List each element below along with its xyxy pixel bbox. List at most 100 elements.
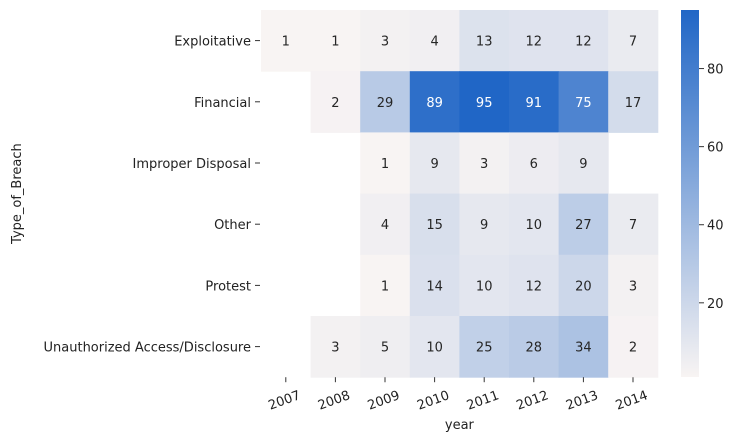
cell-value-label: 3	[381, 35, 389, 50]
cell-value-label: 9	[430, 157, 438, 172]
heatmap-cell	[608, 316, 659, 378]
heatmap-cell	[558, 132, 609, 195]
cell-value-label: 3	[629, 279, 637, 294]
heatmap-cell	[459, 71, 510, 133]
x-tick-label: 2011	[465, 388, 501, 413]
heatmap-cell	[409, 132, 460, 195]
y-tick-label: Financial	[194, 96, 251, 111]
heatmap-cell	[608, 10, 659, 72]
cell-value-label: 12	[526, 279, 543, 294]
heatmap-cell	[509, 71, 560, 133]
cell-value-label: 1	[331, 35, 339, 50]
x-tick-label: 2013	[564, 388, 600, 413]
colorbar-tick-label: 60	[707, 141, 724, 156]
x-tick-label: 2012	[514, 388, 550, 413]
cell-value-label: 12	[526, 35, 543, 50]
heatmap-cell	[459, 254, 510, 317]
y-tick-label: Unauthorized Access/Disclosure	[44, 341, 251, 356]
heatmap-cell	[409, 10, 460, 72]
cell-value-label: 20	[575, 279, 592, 294]
cell-value-label: 3	[331, 341, 339, 356]
cell-value-label: 10	[476, 279, 493, 294]
cell-value-label: 7	[629, 35, 637, 50]
cell-value-label: 7	[629, 218, 637, 233]
cell-value-label: 14	[426, 279, 443, 294]
y-axis-label: Type_of_Breach	[10, 143, 25, 245]
cell-value-label: 28	[526, 341, 543, 356]
cell-value-label: 89	[426, 96, 443, 111]
heatmap-cell	[261, 10, 312, 72]
heatmap-cell	[360, 193, 411, 256]
heatmap-cell	[360, 316, 411, 378]
heatmap-cell	[509, 132, 560, 195]
cell-value-label: 15	[426, 218, 443, 233]
colorbar-tick-label: 80	[707, 63, 724, 78]
heatmap-cell	[558, 254, 609, 317]
heatmap-cell	[558, 10, 609, 72]
heatmap-cell	[310, 316, 361, 378]
x-tick-label: 2008	[316, 388, 352, 413]
heatmap-cell	[558, 316, 609, 378]
heatmap-cell	[360, 71, 411, 133]
heatmap-cell	[459, 316, 510, 378]
cell-value-label: 4	[381, 218, 389, 233]
cell-value-label: 9	[579, 157, 587, 172]
heatmap-cell	[409, 71, 460, 133]
heatmap-cell	[608, 254, 659, 317]
x-tick-label: 2010	[415, 388, 451, 413]
y-tick-label: Other	[214, 218, 252, 233]
cell-value-label: 3	[480, 157, 488, 172]
x-axis-label: year	[445, 418, 475, 433]
cell-value-label: 1	[381, 157, 389, 172]
heatmap-cell	[558, 193, 609, 256]
heatmap-cell	[558, 71, 609, 133]
cell-value-label: 1	[381, 279, 389, 294]
cell-value-label: 25	[476, 341, 493, 356]
heatmap-cell	[459, 193, 510, 256]
y-tick-label: Improper Disposal	[133, 157, 251, 172]
cell-value-label: 12	[575, 35, 592, 50]
heatmap-cell	[608, 71, 659, 133]
colorbar-tick-label: 40	[707, 219, 724, 234]
heatmap-cell	[409, 193, 460, 256]
cell-value-label: 5	[381, 341, 389, 356]
cell-value-label: 6	[530, 157, 538, 172]
heatmap-cell	[360, 132, 411, 195]
y-tick-label: Exploitative	[174, 35, 251, 50]
cell-value-label: 27	[575, 218, 592, 233]
heatmap-cell	[360, 10, 411, 72]
heatmap-cell	[459, 132, 510, 195]
x-tick-label: 2009	[366, 388, 402, 413]
heatmap-cell	[509, 10, 560, 72]
heatmap-cell	[509, 316, 560, 378]
cell-value-label: 1	[282, 35, 290, 50]
heatmap-cell	[310, 71, 361, 133]
heatmap-cell	[509, 254, 560, 317]
heatmap-cell	[608, 193, 659, 256]
cell-value-label: 29	[377, 96, 394, 111]
heatmap-cell	[459, 10, 510, 72]
cell-value-label: 91	[526, 96, 543, 111]
cell-value-label: 17	[625, 96, 642, 111]
y-tick-label: Protest	[205, 279, 251, 294]
heatmap-cell	[310, 10, 361, 72]
x-tick-label: 2007	[266, 388, 302, 413]
colorbar	[681, 10, 699, 377]
cell-value-label: 34	[575, 341, 592, 356]
heatmap-cell	[509, 193, 560, 256]
cell-value-label: 75	[575, 96, 592, 111]
cell-value-label: 10	[526, 218, 543, 233]
heatmap-cell	[409, 316, 460, 378]
cell-value-label: 95	[476, 96, 493, 111]
cell-value-label: 9	[480, 218, 488, 233]
colorbar-tick-label: 20	[707, 297, 724, 312]
cell-value-label: 13	[476, 35, 493, 50]
cell-value-label: 2	[629, 341, 637, 356]
heatmap-cell	[360, 254, 411, 317]
heatmap-cell	[409, 254, 460, 317]
x-tick-label: 2014	[614, 388, 650, 413]
cell-value-label: 2	[331, 96, 339, 111]
cell-value-label: 10	[426, 341, 443, 356]
cell-value-label: 4	[430, 35, 438, 50]
